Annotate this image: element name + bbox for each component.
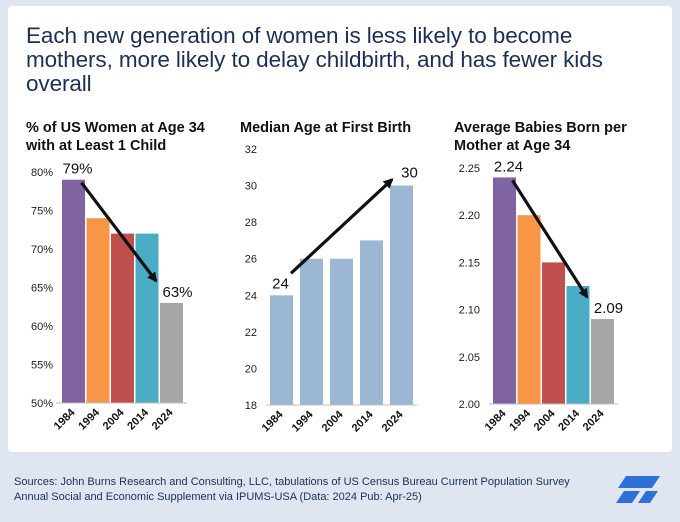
y-tick-label: 18 [245, 400, 257, 412]
bar-2024 [591, 319, 614, 404]
chart-babies-per-mother: 2.00 2.05 2.10 2.15 2.20 2.25 1984199420042014… [459, 158, 624, 433]
x-tick-label: 2024 [380, 408, 406, 434]
data-label-1984: 79% [62, 161, 92, 178]
bar-2014 [566, 286, 590, 404]
footer: Sources: John Burns Research and Consult… [0, 458, 680, 522]
x-tick-label: 1984 [483, 407, 509, 433]
chart-median-age: 18 20 22 24 26 28 30 32 1984 1994 2004 2014 2024 24 30 [245, 144, 418, 434]
x-tick-label: 1994 [76, 406, 102, 432]
panel-title-babies-per-mother: Average Babies Born per Mother at Age 34 [454, 120, 627, 154]
panel-title-women-with-child: % of US Women at Age 34 with at Least 1 … [26, 120, 205, 154]
data-label-2024: 63% [162, 284, 192, 301]
y-tick-label: 28 [245, 217, 257, 229]
y-tick-label: 20 [245, 363, 257, 375]
x-tick-label: 1984 [52, 406, 78, 432]
panel-title-median-age: Median Age at First Birth [240, 120, 412, 136]
data-label-2024: 30 [401, 165, 418, 182]
sources-note: Sources: John Burns Research and Consult… [14, 476, 570, 503]
y-tick-label: 2.25 [459, 163, 480, 175]
y-tick-label: 2.05 [459, 352, 480, 364]
y-tick-label: 80% [31, 167, 53, 179]
bar-1984 [62, 179, 85, 403]
data-label-1984: 2.24 [494, 158, 523, 175]
y-tick-label: 60% [31, 321, 53, 333]
y-tick-label: 55% [31, 360, 53, 372]
data-label-2024: 2.09 [594, 300, 623, 317]
bar-2014 [360, 240, 383, 405]
bar-2004 [330, 258, 353, 405]
y-tick-label: 2.20 [459, 210, 480, 222]
trend-arrow [511, 179, 589, 299]
y-tick-label: 2.15 [459, 257, 480, 269]
bar-2024 [160, 302, 183, 403]
x-tick-label: 1994 [507, 407, 533, 433]
bar-1994 [86, 218, 110, 403]
bar-2004 [111, 233, 134, 403]
x-tick-label: 1984 [260, 408, 286, 434]
x-tick-label: 2014 [556, 407, 582, 433]
bar-2004 [542, 262, 565, 404]
bar-1994 [300, 258, 323, 405]
y-tick-label: 2.10 [459, 305, 480, 317]
y-tick-label: 22 [245, 327, 257, 339]
trend-arrow [80, 181, 158, 283]
bar-1984 [270, 295, 293, 405]
trend-arrow [289, 178, 394, 275]
y-tick-label: 50% [31, 398, 53, 410]
y-tick-label: 32 [245, 144, 257, 156]
x-tick-label: 2014 [125, 406, 151, 432]
brand-logo-icon [616, 476, 660, 503]
y-tick-label: 24 [245, 290, 257, 302]
x-tick-label: 2004 [101, 406, 127, 432]
x-tick-label: 2004 [532, 407, 558, 433]
headline: Each new generation of women is less lik… [26, 23, 603, 96]
x-tick-label: 1994 [290, 408, 316, 434]
bar-1994 [517, 215, 541, 404]
x-tick-label: 2024 [150, 406, 176, 432]
y-tick-label: 2.00 [459, 399, 480, 411]
y-tick-label: 65% [31, 283, 53, 295]
y-tick-label: 75% [31, 206, 53, 218]
chart-women-with-child: 50% 55% 60% 65% 70% 75% 80% 1984199420042014202… [31, 161, 193, 433]
x-tick-label: 2024 [581, 407, 607, 433]
bar-1984 [493, 177, 516, 404]
data-label-1984: 24 [272, 275, 289, 292]
x-tick-label: 2004 [320, 408, 346, 434]
y-tick-label: 70% [31, 244, 53, 256]
y-tick-label: 30 [245, 181, 257, 193]
x-tick-label: 2014 [350, 408, 376, 434]
bar-2024 [390, 185, 413, 405]
y-tick-label: 26 [245, 254, 257, 266]
